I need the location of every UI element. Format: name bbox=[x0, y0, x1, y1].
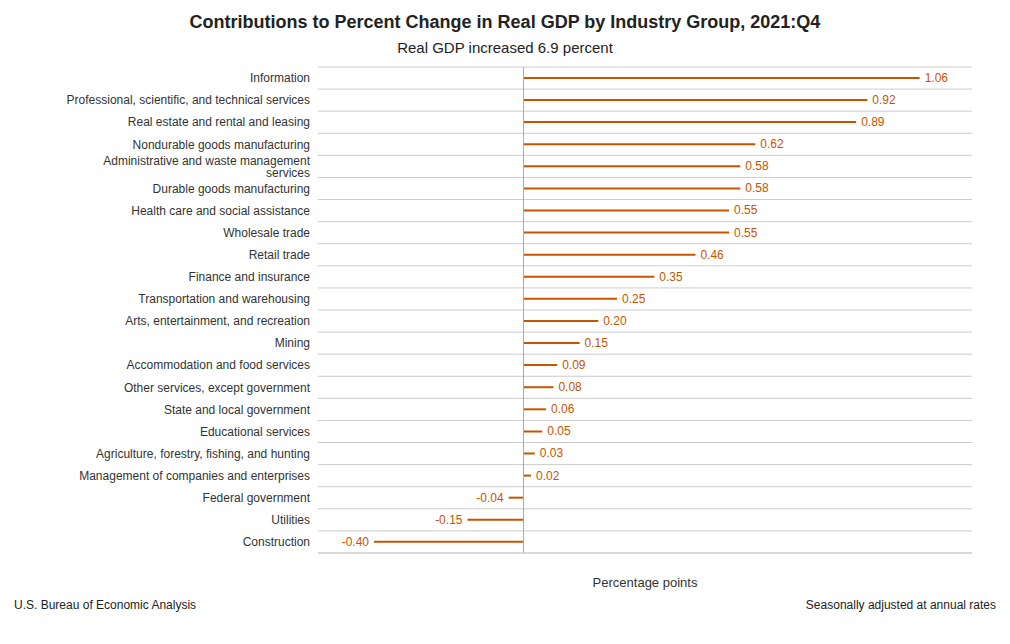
svg-text:0.92: 0.92 bbox=[872, 93, 896, 107]
html-text:Real GDP increased 6.9 percent: Real GDP increased 6.9 percent bbox=[397, 39, 613, 56]
svg-text:Wholesale trade: Wholesale trade bbox=[223, 226, 310, 240]
html-text:U.S. Bureau of Economic Analys: U.S. Bureau of Economic Analysis bbox=[14, 598, 197, 612]
svg-text:0.15: 0.15 bbox=[585, 336, 609, 350]
svg-text:Educational services: Educational services bbox=[200, 425, 310, 439]
svg-text:0.46: 0.46 bbox=[700, 248, 724, 262]
svg-text:Utilities: Utilities bbox=[271, 513, 310, 527]
svg-text:Percentage points: Percentage points bbox=[593, 575, 698, 590]
svg-text:Mining: Mining bbox=[275, 336, 310, 350]
svg-text:Arts, entertainment, and recre: Arts, entertainment, and recreation bbox=[125, 314, 310, 328]
svg-text:Nondurable goods manufacturing: Nondurable goods manufacturing bbox=[133, 138, 310, 152]
svg-text:Transportation and warehousing: Transportation and warehousing bbox=[138, 292, 310, 306]
svg-text:State and local government: State and local government bbox=[164, 403, 311, 417]
svg-text:0.06: 0.06 bbox=[551, 402, 575, 416]
svg-text:Accommodation and food service: Accommodation and food services bbox=[127, 358, 310, 372]
svg-text:Information: Information bbox=[250, 71, 310, 85]
svg-text:0.35: 0.35 bbox=[659, 270, 683, 284]
svg-text:0.62: 0.62 bbox=[760, 137, 784, 151]
svg-text:0.58: 0.58 bbox=[745, 159, 769, 173]
svg-text:Health care and social assista: Health care and social assistance bbox=[131, 204, 310, 218]
html-text:Contributions to Percent Chang: Contributions to Percent Change in Real … bbox=[189, 12, 821, 32]
svg-text:Finance and insurance: Finance and insurance bbox=[189, 270, 311, 284]
svg-text:-0.40: -0.40 bbox=[342, 535, 370, 549]
svg-text:-0.04: -0.04 bbox=[476, 491, 504, 505]
svg-text:0.58: 0.58 bbox=[745, 181, 769, 195]
svg-text:Agriculture, forestry, fishing: Agriculture, forestry, fishing, and hunt… bbox=[96, 447, 310, 461]
svg-text:0.20: 0.20 bbox=[603, 314, 627, 328]
svg-text:Administrative and waste manag: Administrative and waste managementservi… bbox=[103, 154, 310, 180]
svg-text:Management of companies and en: Management of companies and enterprises bbox=[79, 469, 310, 483]
svg-text:0.55: 0.55 bbox=[734, 203, 758, 217]
svg-text:Professional, scientific, and: Professional, scientific, and technical … bbox=[67, 93, 310, 107]
svg-text:0.09: 0.09 bbox=[562, 358, 586, 372]
svg-text:Retail trade: Retail trade bbox=[249, 248, 311, 262]
svg-text:0.08: 0.08 bbox=[558, 380, 582, 394]
svg-text:0.03: 0.03 bbox=[540, 446, 564, 460]
svg-text:Real estate and rental and lea: Real estate and rental and leasing bbox=[128, 115, 310, 129]
svg-text:0.55: 0.55 bbox=[734, 226, 758, 240]
svg-text:0.25: 0.25 bbox=[622, 292, 646, 306]
svg-text:0.89: 0.89 bbox=[861, 115, 885, 129]
svg-text:-0.15: -0.15 bbox=[435, 513, 463, 527]
svg-text:1.06: 1.06 bbox=[925, 71, 949, 85]
svg-text:Other services, except governm: Other services, except government bbox=[124, 381, 311, 395]
svg-text:Federal government: Federal government bbox=[203, 491, 311, 505]
svg-text:0.02: 0.02 bbox=[536, 469, 560, 483]
html-text:Seasonally adjusted at annual: Seasonally adjusted at annual rates bbox=[805, 598, 996, 612]
svg-text:Durable goods manufacturing: Durable goods manufacturing bbox=[153, 182, 310, 196]
svg-text:Construction: Construction bbox=[243, 535, 310, 549]
svg-text:0.05: 0.05 bbox=[547, 424, 571, 438]
